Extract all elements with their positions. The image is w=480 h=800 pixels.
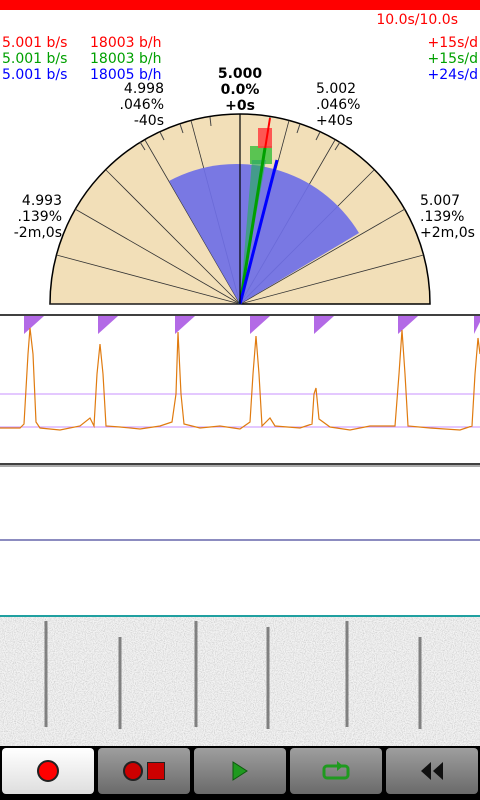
rate-bps-blue: 5.001 b/s	[2, 67, 68, 83]
rewind-button[interactable]	[386, 748, 478, 794]
dial-top-pct: 0.0%	[220, 82, 260, 98]
dial-top-rate: 5.000	[217, 66, 263, 82]
beat-trace	[0, 327, 480, 431]
record-stop-icon	[123, 761, 143, 781]
dial-ur-offset: +40s	[316, 113, 353, 129]
time-progress: 10.0s/10.0s	[376, 12, 458, 28]
dial-ur-pct: .046%	[316, 97, 361, 113]
rate-bps-green: 5.001 b/s	[2, 51, 68, 67]
spectro-bursts	[44, 621, 422, 729]
green-needle	[238, 147, 267, 305]
green-marker-top	[250, 146, 272, 164]
dial-ul-rate: 4.998	[123, 81, 164, 97]
rate-sd-red: +15s/d	[427, 35, 478, 51]
dial-ur-rate: 5.002	[316, 81, 357, 97]
play-icon	[232, 761, 248, 781]
analysis-panel	[0, 465, 480, 617]
rate-sd-green: +15s/d	[427, 51, 478, 67]
dial-label-upper-left: 4.998 .046% -40s	[110, 81, 164, 129]
spectrogram	[0, 617, 480, 747]
loop-button[interactable]	[290, 748, 382, 794]
dial-left-offset: -2m,0s	[13, 225, 62, 241]
status-bar	[0, 0, 480, 10]
dial-right-offset: +2m,0s	[420, 225, 475, 241]
rate-bps-red: 5.001 b/s	[2, 35, 68, 51]
beat-dial	[49, 113, 431, 305]
dial-left-rate: 4.993	[21, 193, 62, 209]
dial-label-left: 4.993 .139% -2m,0s	[4, 193, 62, 241]
dial-right-pct: .139%	[420, 209, 465, 225]
blue-needle	[238, 159, 279, 305]
rate-bph-blue: 18005 b/h	[90, 67, 162, 83]
dial-label-top: 5.000 0.0% +0s	[200, 66, 280, 114]
beat-markers	[24, 316, 480, 334]
dial-ul-pct: .046%	[119, 97, 164, 113]
record-icon	[37, 760, 59, 782]
record-stop-button[interactable]	[98, 748, 190, 794]
dial-ul-offset: -40s	[133, 113, 164, 129]
play-button[interactable]	[194, 748, 286, 794]
rate-bph-red: 18003 b/h	[90, 35, 162, 51]
record-button[interactable]	[2, 748, 94, 794]
dial-label-upper-right: 5.002 .046% +40s	[316, 81, 376, 129]
rate-sd-blue: +24s/d	[427, 67, 478, 83]
dial-right-rate: 5.007	[420, 193, 461, 209]
stop-icon	[147, 762, 165, 780]
rate-bph-green: 18003 b/h	[90, 51, 162, 67]
dial-top-offset: +0s	[225, 98, 255, 114]
loop-icon	[322, 761, 350, 780]
dial-left-pct: .139%	[17, 209, 62, 225]
spread-sector	[169, 163, 359, 304]
rewind-icon	[421, 762, 443, 780]
waveform-panel	[0, 314, 480, 465]
transport-toolbar	[0, 746, 480, 800]
dial-label-right: 5.007 .139% +2m,0s	[420, 193, 480, 241]
